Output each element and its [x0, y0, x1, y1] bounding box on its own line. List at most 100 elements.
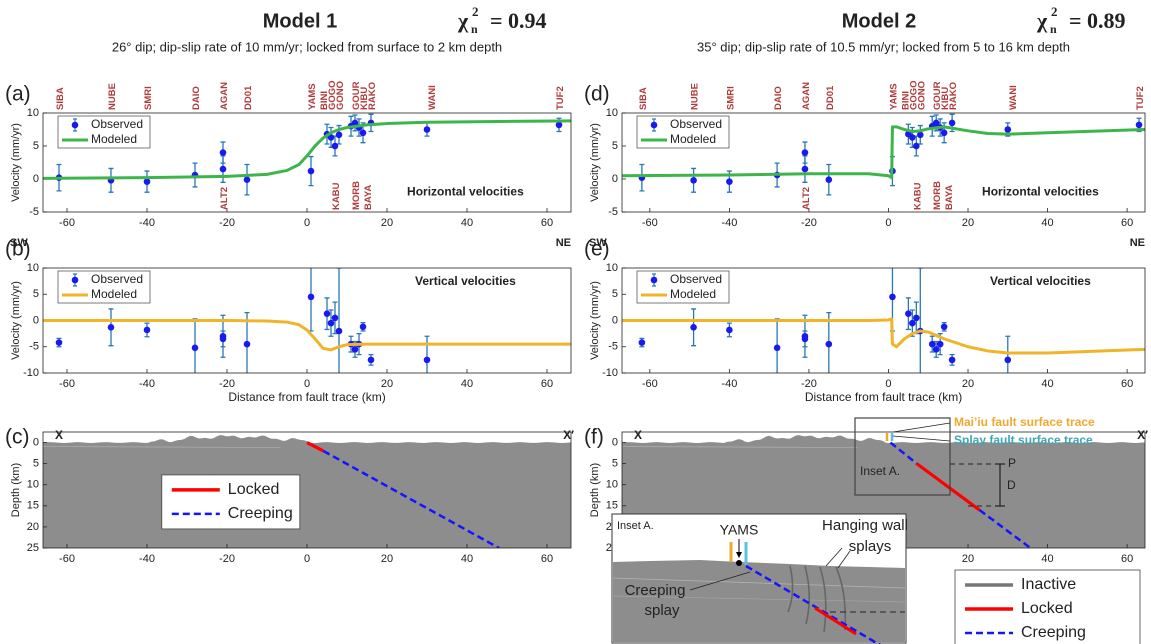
- fit-subscript: n: [471, 22, 478, 36]
- x-tick-label: 40: [461, 553, 473, 565]
- inactive-splays: [787, 565, 847, 633]
- x-axis-label: Distance from fault trace (km): [805, 390, 962, 404]
- observed-point: [423, 126, 431, 133]
- model-title: Model 1: [263, 10, 337, 32]
- x-tick-label: -60: [642, 217, 658, 229]
- topography: [43, 435, 571, 548]
- direction-label: NE: [556, 237, 571, 249]
- observed-point: [351, 119, 359, 127]
- legend-label: Modeled: [670, 287, 716, 301]
- observed-point: [638, 339, 646, 346]
- x-tick-label: 20: [381, 553, 393, 565]
- y-tick-label: 10: [606, 479, 618, 491]
- legend-box: [161, 474, 301, 530]
- model-line: [43, 119, 571, 180]
- x-tick-label: -20: [219, 553, 235, 565]
- y-tick-label: 10: [27, 107, 39, 119]
- observed-point: [948, 119, 956, 127]
- subtitle: 26° dip; dip-slip rate of 10 mm/yr; lock…: [112, 39, 502, 54]
- station-label: GOUR: [351, 81, 362, 110]
- series-group: [43, 113, 571, 196]
- y-tick-label: 0: [33, 314, 39, 326]
- inset-layer: [612, 595, 906, 603]
- section-end-label: X: [634, 428, 642, 442]
- observed-point: [1004, 126, 1012, 133]
- fit-equals: =: [1069, 8, 1082, 33]
- p-label: P: [1008, 456, 1016, 470]
- inset-layer: [612, 577, 906, 589]
- panel-label: (d): [584, 83, 610, 106]
- creeping-splay-label: splay: [644, 602, 680, 619]
- panel: (f)Depth (km)XX′-60-40-20020406005101520…: [584, 426, 1148, 644]
- legend-box: [57, 270, 151, 304]
- observed-point: [143, 178, 151, 185]
- observed-point: [367, 356, 375, 364]
- panel: (e) Velocity (mm/yr) Distance from fault t…: [584, 237, 1146, 404]
- station-label: DD01: [825, 85, 836, 110]
- y-tick-label: 0: [612, 314, 618, 326]
- series-group: [889, 441, 1032, 548]
- observed-point: [323, 310, 331, 317]
- model-line: [622, 125, 1145, 180]
- x-tick-label: 60: [1121, 378, 1133, 390]
- pointer: [689, 571, 751, 591]
- layer: [42, 446, 281, 448]
- y-tick-label: 10: [27, 479, 39, 491]
- fit-value: 0.89: [1087, 8, 1126, 33]
- panel-label: (f): [584, 426, 604, 449]
- series-group: [622, 268, 1145, 373]
- observed-point: [948, 356, 956, 364]
- observed-point: [359, 129, 367, 137]
- y-tick-label: 10: [606, 262, 618, 274]
- station-label: BAYA: [363, 185, 374, 210]
- x-tick-label: 0: [304, 553, 310, 565]
- x-tick-label: 20: [962, 378, 974, 390]
- section-end-label: X′: [1137, 428, 1148, 442]
- station-label: ALT2: [801, 187, 812, 210]
- legend-label: Modeled: [91, 287, 137, 301]
- plot-frame: [621, 112, 1146, 213]
- observed-point: [932, 346, 940, 353]
- station-label: YAMS: [888, 83, 899, 110]
- observed-point: [335, 327, 343, 335]
- subtitle: 35° dip; dip-slip rate of 10.5 mm/yr; lo…: [697, 39, 1070, 54]
- plot-frame: [621, 267, 1146, 374]
- series-group: [43, 268, 571, 373]
- station-label: BAYA: [944, 185, 955, 210]
- pointer: [837, 550, 851, 569]
- fit-equals: =: [490, 8, 503, 33]
- observed-point: [191, 344, 199, 352]
- y-tick-label: -10: [602, 367, 618, 379]
- locked-segment: [814, 606, 857, 636]
- x-tick-label: 40: [1041, 378, 1053, 390]
- x-tick-label: -40: [721, 217, 737, 229]
- x-tick-label: -40: [139, 378, 155, 390]
- station-label: GOGO: [908, 80, 919, 110]
- observed-point: [327, 134, 335, 141]
- direction-label: NE: [1130, 237, 1145, 249]
- model-line: [43, 319, 571, 352]
- series-group: [306, 441, 500, 548]
- x-tick-label: 0: [304, 217, 310, 229]
- x-tick-label: 20: [962, 217, 974, 229]
- y-axis-label: Velocity (mm/yr): [10, 123, 22, 202]
- observed-point: [423, 356, 431, 364]
- observed-point: [889, 293, 896, 301]
- legend-label: Modeled: [91, 132, 137, 146]
- fit-superscript: 2: [472, 4, 479, 19]
- station-label: SIBA: [638, 87, 649, 110]
- fit-subscript: n: [1050, 22, 1057, 36]
- y-tick-label: 5: [612, 288, 618, 300]
- observed-point: [219, 149, 227, 156]
- hanging-wall-label: Hanging wall: [822, 517, 908, 534]
- y-axis-label: Velocity (mm/yr): [10, 281, 22, 360]
- panel: (b) Velocity (mm/yr) Distance from fault t…: [5, 237, 572, 404]
- observed-point: [936, 340, 944, 348]
- station-label: TUF2: [555, 86, 566, 110]
- observed-point: [555, 121, 563, 129]
- station-label: MORB: [932, 181, 943, 210]
- x-tick-label: 40: [461, 217, 473, 229]
- station-label: GONO: [916, 81, 927, 110]
- model-title: Model 2: [842, 10, 916, 32]
- hanging-wall-label: splays: [849, 538, 892, 555]
